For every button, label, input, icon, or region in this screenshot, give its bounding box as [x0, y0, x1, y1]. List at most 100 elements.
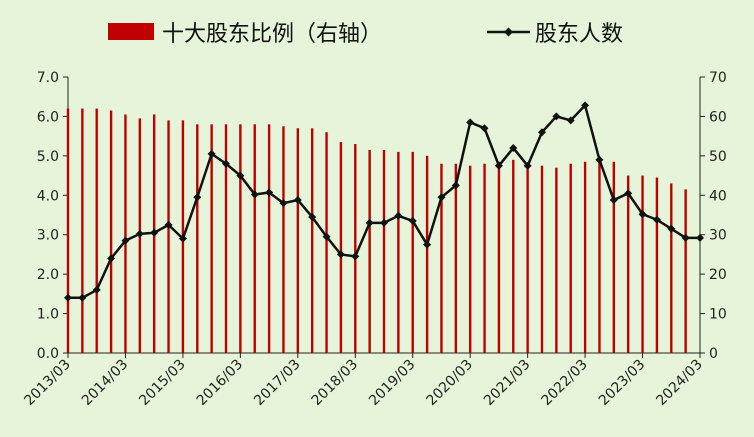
bar [569, 163, 572, 353]
bar [670, 183, 673, 353]
bar [267, 124, 271, 353]
left-tick-label: 3.0 [37, 228, 59, 244]
right-tick-label: 60 [709, 109, 727, 125]
line-point [178, 234, 187, 243]
bar [196, 124, 199, 353]
bar [468, 165, 472, 353]
bar [368, 149, 371, 353]
line-point [351, 252, 360, 261]
line-point [681, 233, 690, 242]
right-tick-label: 70 [709, 70, 727, 86]
bar [339, 142, 343, 353]
line-point [380, 218, 388, 227]
line-point [193, 193, 202, 202]
line-point [624, 189, 633, 198]
line-point [308, 212, 317, 221]
x-tick-label: 2023/03 [596, 357, 648, 409]
bar [282, 126, 285, 354]
line-point [121, 236, 130, 245]
x-tick-label: 2019/03 [366, 357, 418, 409]
line-point [538, 128, 546, 137]
plot-area: 0.0 1.0 2.0 3.0 4.0 5.0 6.0 7.0 0 10 20 30 40 50 60 70 2… [21, 70, 726, 409]
right-tick-label: 10 [709, 307, 727, 323]
x-tick-label: 2013/03 [21, 357, 73, 409]
bar [296, 128, 300, 353]
line-point [652, 215, 661, 224]
bar [325, 132, 328, 353]
line-point [408, 216, 417, 225]
bar [583, 161, 587, 353]
line-point [150, 228, 159, 237]
x-tick-label: 2016/03 [194, 357, 246, 409]
left-tick-label: 0.0 [37, 346, 59, 362]
bar [224, 124, 228, 353]
x-tick-label: 2018/03 [309, 357, 361, 409]
line-point [92, 285, 101, 294]
line-point [265, 188, 274, 197]
bar [354, 144, 357, 353]
x-tick-label: 2021/03 [481, 357, 533, 409]
bar [526, 163, 529, 353]
x-tick-label: 2020/03 [424, 357, 476, 409]
line-point [566, 116, 575, 125]
left-tick-label: 7.0 [37, 70, 59, 86]
line-point [78, 293, 87, 302]
x-tick-label: 2017/03 [251, 357, 303, 409]
line-point [293, 196, 302, 205]
legend-line-marker [504, 27, 513, 37]
left-tick-label: 2.0 [37, 267, 59, 283]
legend-line-label: 股东人数 [535, 22, 623, 47]
line-point [250, 190, 259, 199]
bar [81, 108, 84, 354]
line-point [322, 232, 331, 241]
line-point [279, 199, 288, 208]
bar [655, 177, 659, 353]
line-point [451, 181, 460, 190]
line-point [552, 112, 561, 121]
bar [167, 120, 170, 353]
left-tick-label: 4.0 [37, 188, 59, 204]
bar [253, 124, 256, 353]
line-point [207, 149, 216, 158]
x-tick-label: 2024/03 [653, 357, 705, 409]
line-point [336, 250, 345, 259]
right-tick-label: 30 [709, 228, 727, 244]
bar [239, 124, 242, 353]
left-tick-label: 1.0 [37, 307, 59, 323]
legend: 十大股东比例（右轴） 股东人数 [108, 22, 623, 47]
line-point [164, 220, 173, 229]
bar [684, 189, 687, 353]
bar [612, 161, 616, 353]
x-tick-label: 2022/03 [538, 357, 590, 409]
bar [512, 159, 515, 353]
line-point [64, 293, 72, 302]
bar [540, 165, 544, 353]
bar [411, 151, 414, 353]
bar [497, 161, 501, 353]
line-point [523, 161, 532, 170]
bar [454, 163, 458, 353]
legend-bar-swatch [108, 23, 154, 40]
line-point [609, 196, 618, 205]
line-point [365, 218, 374, 227]
line-point [595, 155, 604, 164]
bar [124, 114, 127, 353]
bar [425, 155, 429, 353]
bar [310, 128, 314, 353]
bar [483, 163, 486, 353]
left-tick-label: 6.0 [37, 109, 59, 125]
right-tick-label: 20 [709, 267, 727, 283]
bar [641, 175, 644, 353]
left-tick-label: 5.0 [37, 149, 59, 165]
right-tick-label: 50 [709, 149, 727, 165]
line-point [394, 211, 403, 220]
bar [555, 167, 558, 353]
x-tick-label: 2015/03 [136, 357, 188, 409]
line-point [135, 229, 144, 238]
line-point [107, 254, 116, 263]
line-point [638, 210, 647, 219]
bar [440, 163, 443, 353]
right-tick-label: 40 [709, 188, 727, 204]
bar [382, 149, 386, 353]
